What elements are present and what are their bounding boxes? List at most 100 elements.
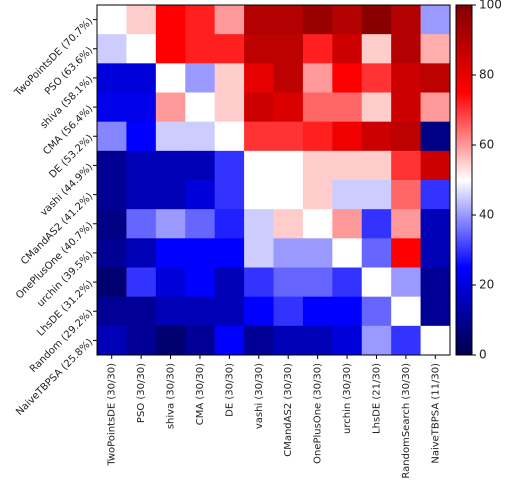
heatmap-cell — [244, 209, 274, 239]
heatmap-cell — [214, 5, 245, 35]
heatmap-cell — [97, 92, 127, 123]
heatmap-cell — [332, 267, 363, 298]
heatmap-cell — [155, 34, 186, 64]
x-tick-label: CMandAS2 (30/30) — [283, 363, 294, 457]
x-tick-label: OnePlusOne (30/30) — [313, 363, 324, 464]
heatmap-cell — [361, 209, 392, 239]
heatmap-cell — [126, 92, 157, 123]
heatmap-cell — [273, 5, 304, 35]
heatmap-cell — [185, 209, 216, 239]
heatmap-cell — [126, 180, 157, 210]
heatmap-cell — [302, 209, 333, 239]
heatmap-cell — [391, 180, 422, 210]
heatmap-cell — [244, 92, 274, 123]
heatmap-cell — [126, 5, 157, 35]
heatmap-cell — [97, 296, 127, 327]
heatmap-cell — [214, 92, 245, 123]
heatmap-cell — [302, 296, 333, 327]
heatmap-cell — [302, 63, 333, 93]
heatmap-cell — [97, 238, 127, 268]
heatmap-cell — [332, 63, 363, 93]
heatmap-cell — [361, 5, 392, 35]
heatmap-cell — [273, 296, 304, 327]
heatmap-cell — [332, 238, 363, 268]
heatmap-cell — [302, 34, 333, 64]
heatmap-cell — [244, 121, 274, 152]
heatmap-cell — [214, 209, 245, 239]
heatmap-cell — [185, 5, 216, 35]
heatmap-cell — [214, 180, 245, 210]
heatmap-cell — [126, 121, 157, 152]
heatmap-cell — [332, 325, 363, 356]
heatmap-cell — [332, 34, 363, 64]
heatmap-cell — [185, 150, 216, 181]
heatmap-cell — [391, 209, 422, 239]
heatmap-cell — [155, 121, 186, 152]
heatmap-cell — [97, 150, 127, 181]
heatmap-cell — [332, 92, 363, 123]
heatmap-cell — [244, 296, 274, 327]
y-tick-label: shiva (58.1%) — [39, 74, 96, 131]
heatmap-cell — [361, 180, 392, 210]
heatmap-cell — [273, 180, 304, 210]
heatmap-cell — [302, 238, 333, 268]
heatmap-cell — [244, 5, 274, 35]
colorbar-tick-label: 100 — [479, 0, 502, 12]
x-tick-label: RandomSearch (30/30) — [401, 363, 412, 479]
heatmap-cell — [126, 150, 157, 181]
heatmap-cell — [185, 296, 216, 327]
heatmap-cell — [420, 34, 451, 64]
heatmap-cell — [420, 180, 451, 210]
heatmap-cell — [244, 325, 274, 356]
heatmap-cell — [126, 209, 157, 239]
colorbar-tick-label: 80 — [479, 68, 494, 82]
heatmap-cell — [420, 325, 451, 356]
heatmap-cell — [391, 63, 422, 93]
heatmap-cell — [214, 325, 245, 356]
heatmap-cell — [332, 180, 363, 210]
heatmap-cell — [155, 238, 186, 268]
heatmap-cell — [126, 34, 157, 64]
heatmap-cell — [391, 34, 422, 64]
heatmap-cell — [185, 267, 216, 298]
x-tick-label: vashi (30/30) — [254, 363, 265, 429]
heatmap-cell — [391, 121, 422, 152]
heatmap-cell — [155, 150, 186, 181]
heatmap-cell — [332, 121, 363, 152]
heatmap-cell — [244, 34, 274, 64]
x-tick-label: LhsDE (21/30) — [371, 363, 382, 434]
heatmap-cell — [361, 63, 392, 93]
x-tick-label: PSO (30/30) — [136, 363, 147, 423]
heatmap-cell — [214, 63, 245, 93]
heatmap-cell — [155, 180, 186, 210]
heatmap-cell — [214, 34, 245, 64]
heatmap-cell — [420, 63, 451, 93]
heatmap-cell — [420, 267, 451, 298]
heatmap-cell — [244, 150, 274, 181]
heatmap-cell — [332, 296, 363, 327]
colorbar-tick-label: 20 — [479, 278, 494, 292]
heatmap-cell — [97, 34, 127, 64]
heatmap-cell — [332, 150, 363, 181]
heatmap-cell — [273, 209, 304, 239]
colorbar — [455, 4, 473, 356]
heatmap-cell — [214, 296, 245, 327]
heatmap-cell — [420, 121, 451, 152]
heatmap-cell — [391, 267, 422, 298]
heatmap-cell — [302, 325, 333, 356]
heatmap-cell — [420, 209, 451, 239]
heatmap-cell — [155, 5, 186, 35]
heatmap-cell — [391, 150, 422, 181]
heatmap-cell — [302, 180, 333, 210]
heatmap-cell — [302, 267, 333, 298]
heatmap-cell — [155, 296, 186, 327]
x-tick-label: urchin (30/30) — [342, 363, 353, 434]
heatmap-cell — [244, 238, 274, 268]
heatmap-cell — [361, 267, 392, 298]
heatmap-cell — [126, 63, 157, 93]
heatmap-cell — [185, 238, 216, 268]
heatmap-cell — [273, 92, 304, 123]
heatmap-cell — [126, 325, 157, 356]
x-tick-label: TwoPointsDE (30/30) — [107, 363, 118, 467]
